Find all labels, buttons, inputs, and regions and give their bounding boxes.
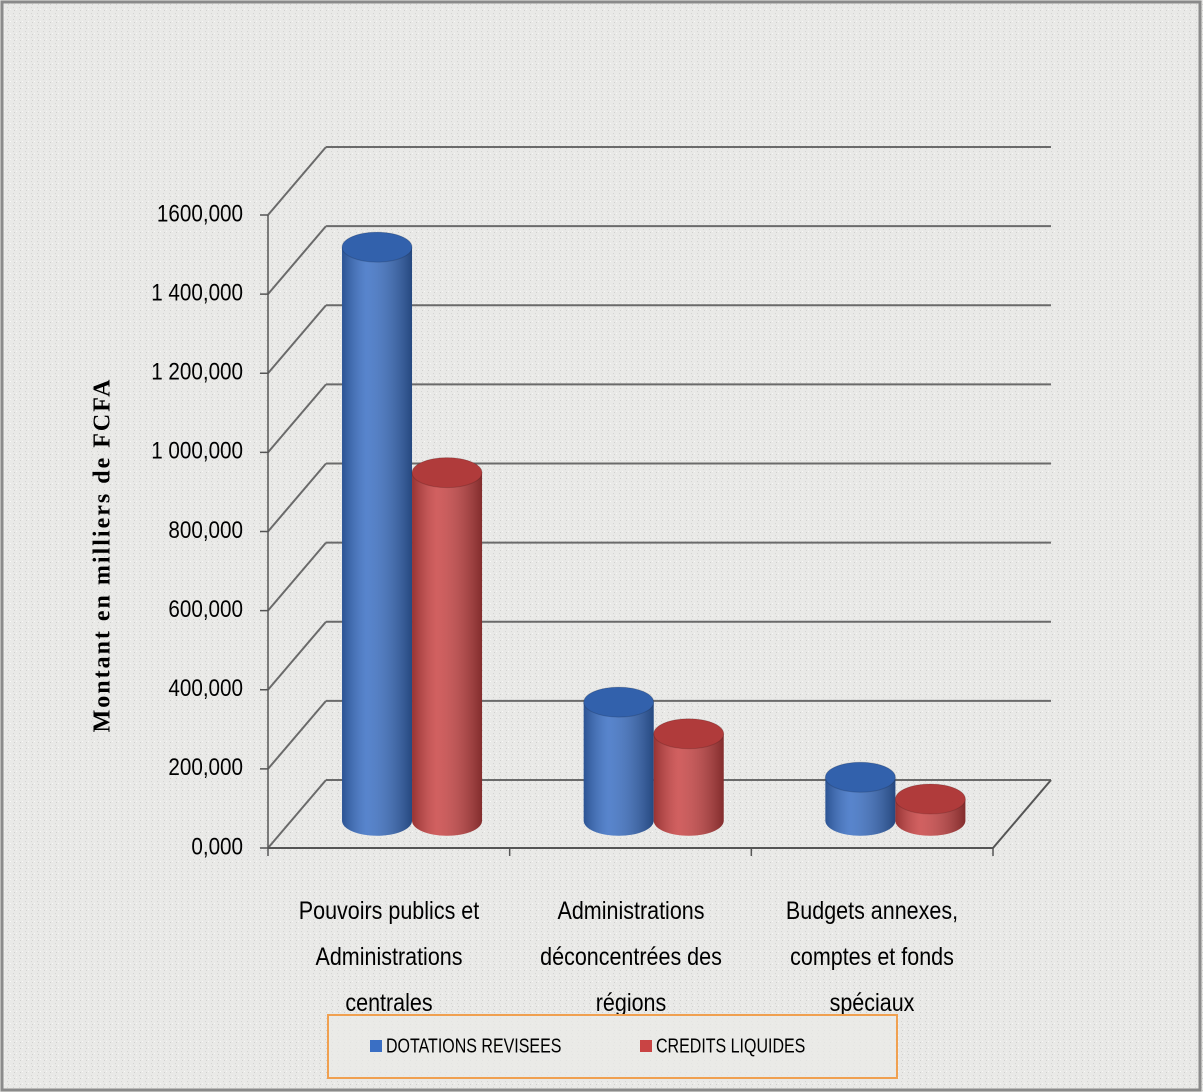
bar-shading	[653, 733, 724, 836]
bar-shading	[342, 247, 413, 836]
y-tick-label: 1 200,000	[151, 358, 243, 385]
grid-line	[267, 383, 327, 454]
bar-top-shade	[653, 718, 724, 749]
bar-top	[341, 231, 413, 263]
grid-line	[267, 462, 327, 533]
x-tick-label: Budgets annexes, comptes et fonds spécia…	[786, 897, 959, 1017]
bar-top	[894, 783, 966, 815]
bar-top-shade	[412, 457, 483, 488]
grid-line	[267, 621, 327, 691]
bar-top	[583, 686, 655, 718]
bar-top	[824, 761, 896, 793]
grid-line	[267, 146, 327, 216]
legend-background	[329, 1016, 896, 1077]
legend-box	[327, 1014, 898, 1079]
legend-label: DOTATIONS REVISEES	[386, 1035, 561, 1057]
legend-label: CREDITS LIQUIDES	[656, 1035, 805, 1057]
x-tick-label: Pouvoirs publics et Administrations cent…	[298, 897, 480, 1017]
cylinder	[894, 783, 966, 836]
y-tick-label: 1600,000	[157, 200, 243, 227]
y-tick-label: 0,000	[191, 833, 243, 860]
grid-line	[267, 700, 327, 770]
y-tick-label: 800,000	[168, 516, 243, 543]
y-tick-label: 400,000	[168, 675, 243, 702]
legend-swatch	[640, 1040, 652, 1052]
y-tick-label: 1 000,000	[151, 437, 243, 464]
cylinder	[653, 718, 725, 836]
x-tick-label: Administrations déconcentrées des région…	[539, 897, 722, 1017]
y-axis-title: Montant en milliers de FCFA	[90, 378, 116, 733]
grid-line	[267, 779, 327, 849]
bar-top-shade	[895, 784, 966, 815]
grid-line	[267, 541, 327, 612]
y-tick-label: 600,000	[168, 596, 243, 623]
grid-line	[267, 225, 327, 295]
grid-line	[267, 304, 327, 374]
bar-shading	[825, 777, 896, 836]
bar-shading	[583, 702, 654, 836]
bar-top-shade	[583, 687, 654, 718]
bar-top-shade	[342, 232, 413, 263]
bar-top	[411, 457, 483, 489]
cylinder	[583, 686, 655, 836]
legend-swatch	[370, 1040, 382, 1052]
cylinder	[824, 761, 896, 836]
y-tick-label: 1 400,000	[151, 279, 243, 306]
cylinder	[341, 231, 413, 836]
y-tick-label: 200,000	[168, 754, 243, 781]
floor-edge	[992, 779, 1052, 849]
cylinder	[411, 457, 483, 836]
bar-top-shade	[825, 762, 896, 793]
bar-shading	[412, 472, 483, 836]
bar-top	[653, 718, 725, 750]
